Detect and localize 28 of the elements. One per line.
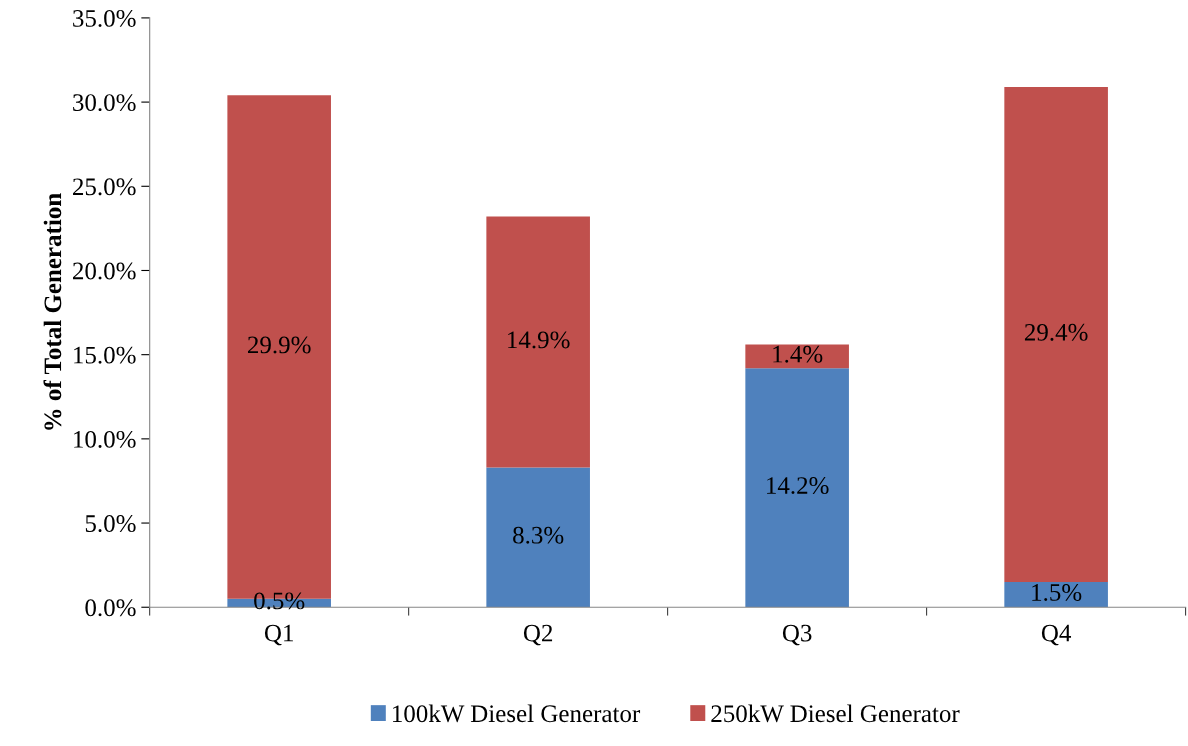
x-tick-label: Q1 (264, 624, 293, 646)
y-tick-label: 30.0% (73, 94, 136, 112)
data-label: 29.4% (1024, 323, 1088, 341)
data-label: 8.3% (513, 526, 564, 544)
data-label: 29.9% (247, 336, 311, 354)
y-tick-label: 25.0% (73, 178, 136, 196)
y-tick-label: 35.0% (73, 9, 136, 27)
bar (1004, 86, 1108, 582)
bar (745, 344, 849, 369)
bar (486, 216, 590, 468)
bar (745, 368, 849, 608)
y-tick-label: 20.0% (73, 262, 136, 280)
x-tick-label: Q2 (523, 624, 553, 646)
y-tick-label: 5.0% (85, 515, 136, 533)
y-tick-label: 10.0% (74, 430, 136, 448)
x-tick-label: Q4 (1041, 624, 1072, 646)
bar (1004, 581, 1108, 608)
y-tick-label: 0.0% (85, 599, 136, 617)
data-label: 14.9% (508, 331, 570, 349)
data-label: 1.4% (773, 345, 823, 363)
legend-label: 100kW Diesel Generator (393, 704, 641, 723)
x-tick-label: Q3 (782, 624, 812, 646)
bar (486, 467, 590, 608)
legend-label: 250kW Diesel Generator (711, 704, 960, 723)
data-label: 1.5% (1032, 584, 1082, 601)
y-axis-title: % of Total Generation (43, 193, 62, 430)
data-label: 14.2% (767, 477, 829, 495)
y-tick-label: 15.0% (74, 346, 136, 364)
